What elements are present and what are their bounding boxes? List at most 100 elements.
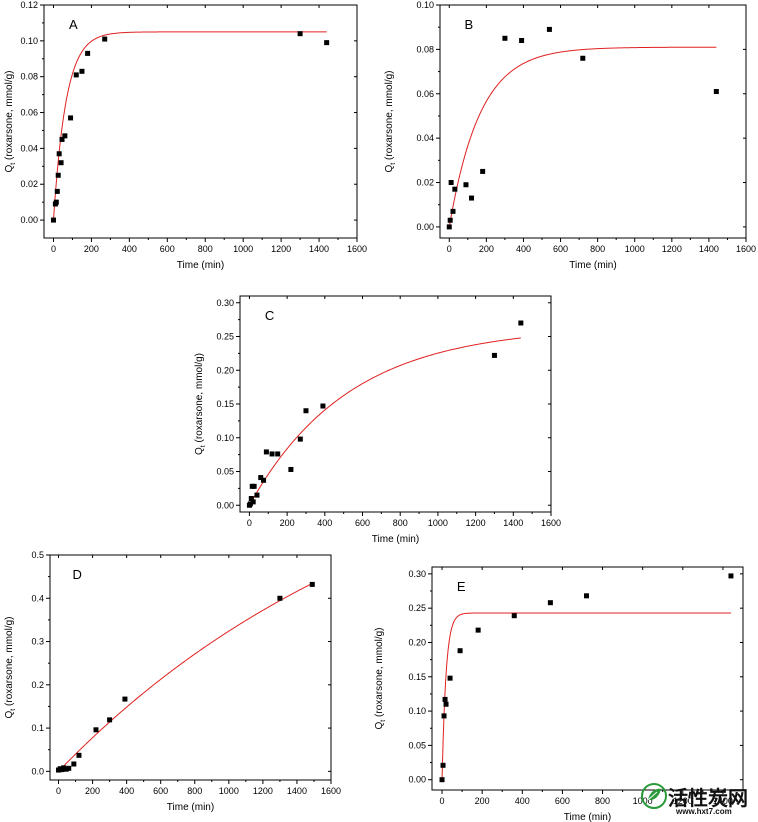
chart-d-y-tick-label: 0.2 [31,680,44,690]
chart-d-x-tick-label: 400 [119,786,134,796]
chart-d-x-tick-label: 1600 [321,786,341,796]
chart-b-y-tick-label: 0.04 [416,133,434,143]
chart-a-data-point [58,160,64,166]
chart-b-fit-curve [448,46,717,227]
chart-c-data-point [303,408,309,414]
chart-panel-b: 0 200 400 600 800 1000 1200 1400 1600 0.00 0.02 0.0… [384,0,756,271]
chart-a-data-point [324,40,330,46]
chart-b-y-tick-label: 0.02 [416,178,434,188]
chart-c-plot-frame [239,295,552,513]
chart-a-data-point [62,133,68,139]
chart-c-data-point [269,451,275,457]
chart-e-panel-label: E [457,579,466,594]
chart-a-y-tick-label: 0.02 [20,179,38,189]
chart-e-x-tick-label: 200 [475,796,490,806]
chart-b-x-tick-label: 200 [479,244,494,254]
chart-e-x-axis-title: Time (min) [564,812,611,822]
chart-c-data-point [297,436,303,442]
chart-a-data-point [73,72,79,78]
chart-c-x-tick-label: 0 [247,518,252,528]
chart-d-x-tick-label: 600 [153,786,168,796]
chart-b-data-point [519,38,525,44]
chart-b-x-tick-label: 1200 [662,244,682,254]
chart-d-data-point [66,765,72,771]
chart-b-data-point [713,89,719,95]
chart-panel-c: 0 200 400 600 800 1000 1200 1400 1600 0.00 0.05 0.1… [194,295,561,545]
chart-c-x-tick-label: 800 [393,518,408,528]
chart-b-data-point [502,35,508,41]
chart-a-plot-frame [43,4,358,239]
chart-d-y-tick-label: 0.1 [31,723,44,733]
chart-b-data-point [452,186,458,192]
chart-a-data-point [68,115,74,121]
chart-c-data-point [518,320,524,326]
chart-a-y-axis-title: Qt (roxarsone, mmol/g) [4,71,17,173]
chart-e-data-point [441,713,447,719]
chart-d-data-point [76,752,82,758]
chart-e-x-tick-label: 400 [515,796,530,806]
chart-c-y-tick-label: 0.10 [216,433,234,443]
chart-e-x-tick-label: 1400 [713,796,733,806]
chart-c-x-tick-label: 200 [280,518,295,528]
chart-e-y-tick-label: 0.10 [408,706,426,716]
chart-c-x-tick-label: 1400 [503,518,523,528]
chart-a-x-tick-label: 0 [51,244,56,254]
chart-a-x-tick-label: 200 [84,244,99,254]
chart-c-y-tick-label: 0.30 [216,298,234,308]
chart-a-data-point [53,199,59,205]
chart-d-x-tick-label: 1400 [287,786,307,796]
chart-e-y-tick-label: 0.20 [408,637,426,647]
chart-d-fit-curve [58,582,313,772]
chart-b-x-tick-label: 400 [516,244,531,254]
chart-a-y-tick-label: 0.08 [20,72,38,82]
chart-d-data-point [93,727,99,733]
chart-d-y-tick-label: 0.5 [31,550,44,560]
chart-a-y-tick-label: 0.06 [20,108,38,118]
chart-b-data-point [446,224,452,230]
chart-b-y-tick-label: 0.08 [416,44,434,54]
chart-a-data-point [297,31,303,37]
chart-b-data-point [469,195,475,201]
chart-c-data-point [251,483,257,489]
chart-b-data-point [480,168,486,174]
chart-c-y-axis-title: Qt (roxarsone, mmol/g) [194,353,207,455]
chart-d-data-point [107,717,113,723]
chart-a-x-tick-label: 1400 [309,244,329,254]
chart-e-data-point [447,675,453,681]
chart-e-y-tick-label: 0.15 [408,672,426,682]
chart-c-y-tick-label: 0.20 [216,365,234,375]
chart-d-data-point [63,766,69,772]
chart-e-y-tick-label: 0.05 [408,740,426,750]
chart-c-data-point [288,466,294,472]
chart-c-data-point [263,449,269,455]
chart-d-y-tick-label: 0.0 [31,766,44,776]
chart-b-data-point [580,55,586,61]
chart-a-x-tick-label: 800 [198,244,213,254]
chart-d-x-tick-label: 800 [187,786,202,796]
chart-e-data-point [475,627,481,633]
chart-d-data-point [71,761,77,767]
chart-c-data-point [258,475,264,481]
chart-a-fit-curve [52,31,327,221]
chart-a-data-point [102,36,108,42]
chart-b-data-point [448,180,454,186]
chart-c-x-tick-label: 1200 [466,518,486,528]
chart-b-panel-label: B [464,17,473,32]
chart-a-y-tick-label: 0.00 [20,215,38,225]
chart-d-data-point [122,696,128,702]
chart-a-x-tick-label: 1600 [347,244,367,254]
chart-c-x-tick-label: 1000 [428,518,448,528]
chart-e-data-point [439,777,445,783]
watermark: 活性炭网 www.hxt7.com [638,780,758,822]
chart-a-y-tick-label: 0.12 [20,0,38,10]
chart-e-data-point [511,613,517,619]
chart-c-data-point [261,477,267,483]
chart-e-x-tick-label: 600 [555,796,570,806]
chart-d-panel-label: D [72,567,81,582]
chart-a-y-tick-label: 0.10 [20,36,38,46]
chart-d-x-tick-label: 1200 [253,786,273,796]
chart-a-data-point [50,217,56,223]
chart-b-y-tick-label: 0.10 [416,0,434,10]
chart-c-data-point [275,451,281,457]
chart-c-data-point [250,499,256,505]
